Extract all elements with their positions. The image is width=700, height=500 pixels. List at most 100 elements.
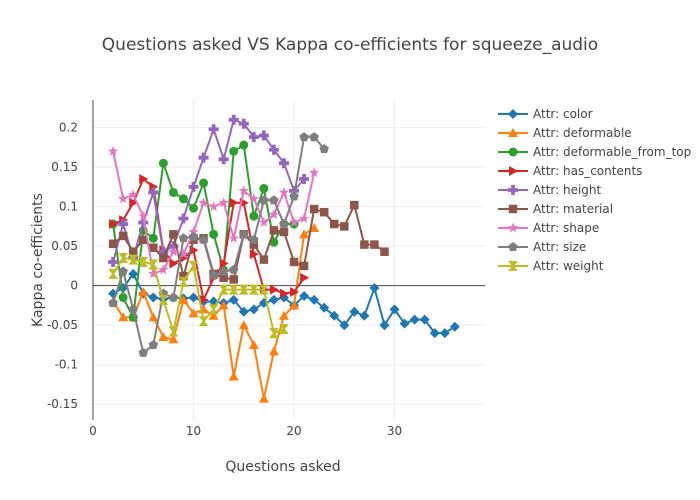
- data-point: [238, 306, 249, 317]
- data-point: [148, 339, 159, 349]
- legend: Attr: color Attr: deformable Attr: deforma…: [498, 107, 691, 273]
- legend-item[interactable]: Attr: height: [498, 183, 602, 197]
- data-point: [118, 266, 128, 276]
- legend-item[interactable]: Attr: size: [498, 240, 586, 254]
- data-point: [308, 167, 320, 178]
- data-point: [168, 187, 178, 197]
- data-point: [258, 284, 269, 295]
- data-point: [148, 187, 159, 198]
- data-point: [249, 211, 259, 221]
- data-point: [279, 227, 289, 237]
- data-point: [168, 246, 179, 257]
- legend-marker: [508, 185, 518, 195]
- data-point: [158, 332, 169, 342]
- legend-label: Attr: deformable: [533, 126, 632, 140]
- legend-item[interactable]: Attr: weight: [498, 259, 604, 273]
- data-point: [289, 257, 299, 267]
- data-point: [118, 283, 129, 294]
- data-point: [259, 255, 269, 264]
- data-point: [198, 152, 209, 163]
- legend-item[interactable]: Attr: has_contents: [498, 164, 642, 178]
- data-point: [188, 181, 199, 192]
- series-7: [108, 132, 329, 357]
- data-point: [218, 284, 229, 295]
- data-point: [278, 310, 289, 320]
- series-layer: [107, 114, 460, 403]
- data-point: [248, 193, 260, 204]
- x-tick-label: 10: [186, 424, 201, 438]
- data-point: [169, 230, 178, 239]
- data-point: [127, 189, 139, 200]
- data-point: [239, 140, 249, 150]
- data-point: [269, 195, 279, 205]
- data-point: [228, 284, 239, 295]
- legend-item[interactable]: Attr: shape: [498, 221, 599, 235]
- legend-marker: [508, 261, 518, 271]
- legend-marker: [508, 147, 518, 157]
- series-line: [112, 257, 285, 335]
- data-point: [128, 254, 139, 265]
- legend-marker: [509, 166, 518, 176]
- data-point: [118, 219, 129, 230]
- data-point: [208, 270, 219, 280]
- data-point: [178, 294, 189, 304]
- data-point: [199, 294, 209, 305]
- data-point: [278, 186, 290, 197]
- data-point: [429, 328, 440, 339]
- data-point: [229, 275, 238, 284]
- data-point: [289, 191, 299, 201]
- data-point: [329, 310, 340, 321]
- legend-label: Attr: has_contents: [533, 164, 642, 178]
- data-point: [298, 213, 310, 223]
- data-point: [409, 314, 420, 325]
- data-point: [158, 246, 169, 257]
- data-point: [168, 292, 179, 302]
- data-point: [148, 312, 159, 322]
- legend-label: Attr: material: [533, 202, 613, 216]
- x-tick-label: 30: [387, 424, 402, 438]
- data-point: [128, 304, 138, 314]
- data-point: [138, 256, 149, 267]
- data-point: [389, 304, 400, 315]
- legend-label: Attr: height: [533, 183, 602, 197]
- series-6: [107, 145, 320, 279]
- legend-marker: [508, 242, 518, 252]
- data-point: [399, 318, 410, 329]
- data-point: [279, 219, 289, 229]
- data-point: [188, 226, 199, 237]
- data-point: [139, 235, 148, 245]
- legend-item[interactable]: Attr: color: [498, 107, 593, 121]
- data-point: [369, 283, 380, 294]
- series-line: [112, 136, 325, 354]
- data-point: [158, 294, 169, 305]
- data-point: [128, 247, 138, 256]
- data-point: [148, 292, 159, 303]
- legend-item[interactable]: Attr: deformable: [498, 126, 632, 140]
- data-point: [218, 300, 229, 310]
- data-point: [148, 268, 159, 279]
- data-point: [259, 195, 269, 205]
- data-point: [208, 201, 219, 212]
- legend-item[interactable]: Attr: deformable_from_top: [498, 145, 691, 159]
- legend-label: Attr: color: [533, 107, 593, 121]
- data-point: [268, 209, 280, 220]
- data-point: [218, 154, 229, 165]
- data-point: [319, 207, 329, 217]
- data-point: [178, 194, 188, 204]
- data-point: [138, 217, 149, 228]
- data-point: [239, 229, 249, 239]
- data-point: [118, 293, 128, 303]
- data-point: [259, 183, 269, 193]
- legend-item[interactable]: Attr: material: [498, 202, 613, 216]
- data-point: [319, 302, 330, 313]
- data-point: [209, 229, 219, 239]
- data-point: [108, 256, 119, 267]
- data-point: [299, 229, 310, 239]
- data-point: [288, 216, 300, 227]
- data-point: [158, 158, 168, 168]
- y-tick-label: 0.15: [51, 160, 78, 174]
- data-point: [228, 232, 239, 243]
- data-point: [309, 294, 320, 305]
